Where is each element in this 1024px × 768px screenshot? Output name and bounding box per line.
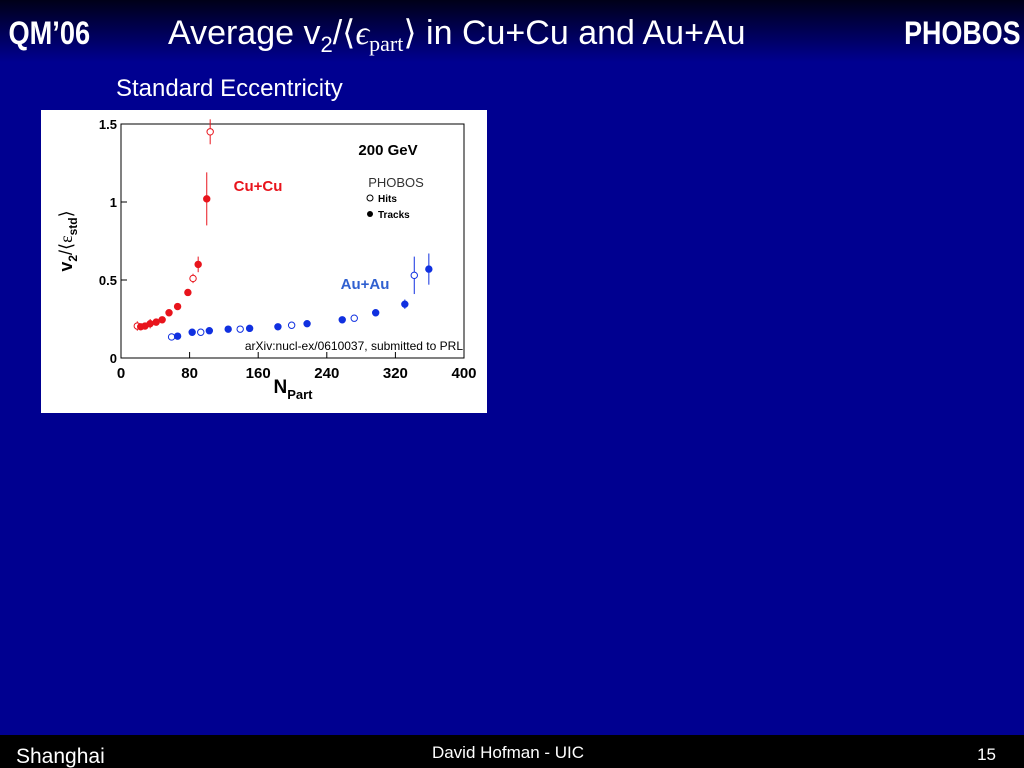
- title-part: ⟩ in Cu+Cu and Au+Au: [403, 14, 745, 52]
- energy-label: 200 GeV: [358, 142, 417, 159]
- title-part: /⟨: [333, 14, 356, 52]
- data-point: [371, 309, 380, 317]
- label-part: Part: [287, 387, 313, 402]
- x-tick-label: 400: [451, 365, 476, 382]
- data-point: [338, 316, 346, 324]
- x-tick-label: 0: [117, 365, 125, 382]
- footer-band: [0, 735, 1024, 768]
- group-label: Au+Au: [341, 276, 390, 293]
- legend-marker: [366, 194, 374, 202]
- right-tag: PHOBOS: [904, 16, 1020, 52]
- footer-left: Shanghai: [16, 745, 105, 768]
- label-part: v: [56, 262, 76, 272]
- data-point: [203, 195, 211, 203]
- label-part: 2: [66, 255, 80, 262]
- data-point: [401, 300, 409, 308]
- title-part: Average v: [168, 14, 320, 52]
- y-tick-label: 1.5: [99, 117, 117, 132]
- footer-center: David Hofman - UIC: [432, 743, 584, 762]
- data-point: [274, 323, 282, 331]
- data-point: [303, 319, 311, 328]
- title-part: part: [369, 31, 403, 56]
- slide-title: Average v2/⟨ϵpart⟩ in Cu+Cu and Au+Au: [168, 14, 746, 57]
- x-axis-label: NPart: [273, 377, 313, 402]
- legend-marker: [367, 211, 373, 217]
- label-part: ε: [56, 235, 76, 243]
- reference-note: arXiv:nucl-ex/0610037, submitted to PRL: [245, 339, 463, 353]
- data-point: [224, 325, 232, 333]
- x-tick-label: 80: [181, 365, 198, 382]
- label-part: /⟨: [56, 243, 76, 255]
- page-number: 15: [977, 745, 996, 764]
- data-point: [167, 333, 176, 341]
- label-part: std: [66, 217, 80, 235]
- title-part: 2: [320, 32, 332, 57]
- data-point: [173, 302, 182, 311]
- data-point: [245, 324, 254, 333]
- x-tick-label: 240: [314, 365, 339, 382]
- y-tick-label: 1: [110, 195, 117, 210]
- data-point: [173, 332, 182, 340]
- y-tick-label: 0: [110, 351, 117, 366]
- y-tick-label: 0.5: [99, 273, 117, 288]
- label-part: ⟩: [56, 210, 76, 217]
- data-point: [158, 316, 166, 324]
- title-part: ϵ: [355, 15, 370, 52]
- data-point: [287, 321, 296, 329]
- legend-label: Hits: [378, 194, 397, 205]
- subtitle: Standard Eccentricity: [116, 75, 343, 102]
- data-point: [205, 327, 214, 335]
- left-tag: QM’06: [9, 16, 91, 52]
- data-point: [197, 328, 205, 336]
- x-tick-label: 320: [383, 365, 408, 382]
- data-point: [189, 274, 197, 283]
- legend-title: PHOBOS: [368, 175, 424, 190]
- data-point: [425, 265, 433, 273]
- y-axis-label: v2/⟨εstd⟩: [56, 210, 80, 271]
- data-point: [194, 260, 202, 269]
- data-point: [236, 325, 244, 333]
- legend-label: Tracks: [378, 210, 410, 221]
- data-point: [184, 288, 192, 297]
- plot-frame: [120, 123, 465, 359]
- x-tick-label: 160: [246, 365, 271, 382]
- chart-panel: [41, 110, 487, 413]
- data-point: [146, 319, 154, 328]
- data-point: [152, 318, 160, 326]
- data-point: [165, 309, 173, 317]
- data-point: [410, 271, 418, 280]
- label-part: N: [273, 377, 287, 398]
- data-point: [206, 128, 214, 136]
- group-label: Cu+Cu: [234, 178, 283, 195]
- header-band: [0, 0, 1024, 62]
- data-point: [350, 314, 358, 322]
- data-point: [188, 328, 196, 336]
